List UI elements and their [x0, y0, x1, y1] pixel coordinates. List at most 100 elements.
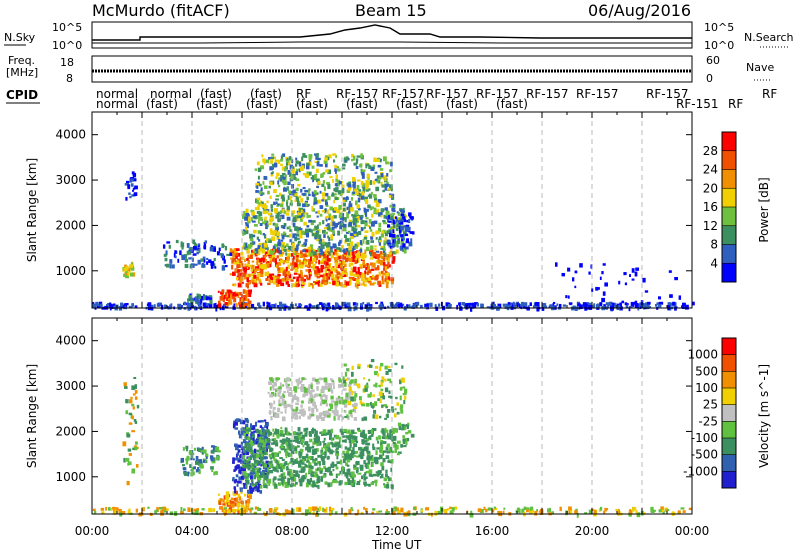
echo-cell: [256, 161, 260, 166]
echo-cell: [335, 435, 340, 440]
echo-cell: [305, 264, 310, 267]
echo-cell: [251, 463, 255, 467]
echo-cell: [378, 366, 382, 372]
echo-cell: [331, 380, 335, 383]
echo-cell: [308, 390, 312, 395]
echo-cell: [601, 305, 605, 309]
echo-cell: [258, 239, 261, 242]
echo-cell: [407, 304, 411, 308]
echo-cell: [401, 427, 405, 431]
echo-cell: [329, 403, 333, 406]
echo-cell: [198, 296, 202, 300]
echo-cell: [305, 427, 309, 431]
nsky-tick-top: 10^5: [52, 21, 82, 34]
colorbar-segment: [722, 207, 736, 226]
echo-cell: [315, 435, 320, 440]
echo-cell: [276, 460, 280, 464]
echo-cell: [342, 416, 345, 420]
echo-cell: [382, 175, 387, 180]
echo-cell: [317, 224, 319, 230]
echo-cell: [206, 261, 209, 265]
echo-cell: [615, 508, 620, 512]
echo-cell: [264, 476, 268, 481]
echo-cell: [357, 251, 361, 256]
echo-cell: [310, 397, 313, 402]
echo-cell: [631, 278, 635, 281]
echo-cell: [109, 303, 112, 309]
echo-cell: [349, 436, 352, 439]
echo-cell: [397, 211, 400, 216]
echo-cell: [291, 210, 295, 214]
echo-cell: [286, 389, 289, 394]
echo-cell: [134, 389, 138, 394]
echo-cell: [347, 447, 351, 451]
echo-cell: [315, 381, 320, 385]
echo-cell: [211, 469, 214, 473]
echo-cell: [227, 291, 232, 295]
echo-cell: [289, 229, 292, 232]
echo-cell: [374, 479, 378, 484]
echo-cell: [94, 510, 97, 515]
colorbar-segment: [722, 404, 736, 422]
echo-cell: [391, 207, 395, 211]
echo-cell: [379, 240, 381, 243]
echo-cell: [377, 440, 379, 444]
echo-cell: [631, 268, 635, 273]
echo-cell: [245, 212, 250, 217]
echo-cell: [243, 303, 248, 306]
echo-cell: [277, 483, 281, 486]
echo-cell: [291, 261, 296, 267]
echo-cell: [298, 380, 303, 384]
echo-cell: [503, 507, 506, 510]
echo-cell: [343, 202, 346, 207]
echo-cell: [338, 400, 342, 405]
echo-cell: [294, 193, 298, 197]
echo-cell: [354, 243, 357, 247]
echo-cell: [347, 478, 351, 481]
echo-cell: [380, 381, 383, 387]
echo-cell: [381, 473, 384, 479]
echo-cell: [279, 301, 283, 307]
echo-cell: [275, 194, 280, 198]
echo-cell: [306, 277, 311, 281]
echo-cell: [310, 260, 314, 265]
echo-cell: [231, 259, 234, 264]
echo-cell: [291, 397, 294, 403]
echo-cell: [308, 268, 312, 274]
echo-cell: [270, 231, 275, 235]
echo-cell: [332, 280, 336, 285]
colorbar-segment: [722, 454, 736, 472]
echo-cell: [345, 281, 350, 286]
echo-cell: [281, 242, 286, 247]
echo-cell: [337, 181, 340, 187]
echo-cell: [203, 244, 207, 250]
echo-cell: [632, 507, 635, 512]
echo-cell: [181, 255, 186, 261]
echo-cell: [351, 403, 355, 407]
echo-cell: [323, 304, 327, 308]
echo-cell: [290, 457, 294, 463]
echo-cell: [309, 271, 312, 275]
echo-cell: [198, 461, 203, 464]
echo-cell: [330, 254, 334, 259]
echo-cell: [301, 462, 305, 465]
echo-cell: [324, 155, 328, 158]
colorbar-tick-label: -1000: [683, 464, 718, 478]
echo-cell: [294, 393, 297, 397]
echo-cell: [317, 199, 321, 204]
echo-cell: [330, 234, 334, 240]
echo-cell: [179, 250, 182, 256]
echo-cell: [277, 304, 279, 308]
echo-cell: [252, 430, 255, 436]
echo-cell: [260, 165, 265, 170]
echo-cell: [332, 304, 335, 310]
nsearch-trace: [92, 41, 692, 44]
echo-cell: [134, 384, 137, 390]
echo-cell: [319, 283, 323, 287]
echo-cell: [313, 437, 318, 443]
echo-cell: [387, 378, 391, 382]
echo-cell: [314, 471, 318, 476]
echo-cell: [260, 434, 263, 437]
echo-cell: [369, 392, 372, 397]
echo-cell: [263, 263, 267, 267]
